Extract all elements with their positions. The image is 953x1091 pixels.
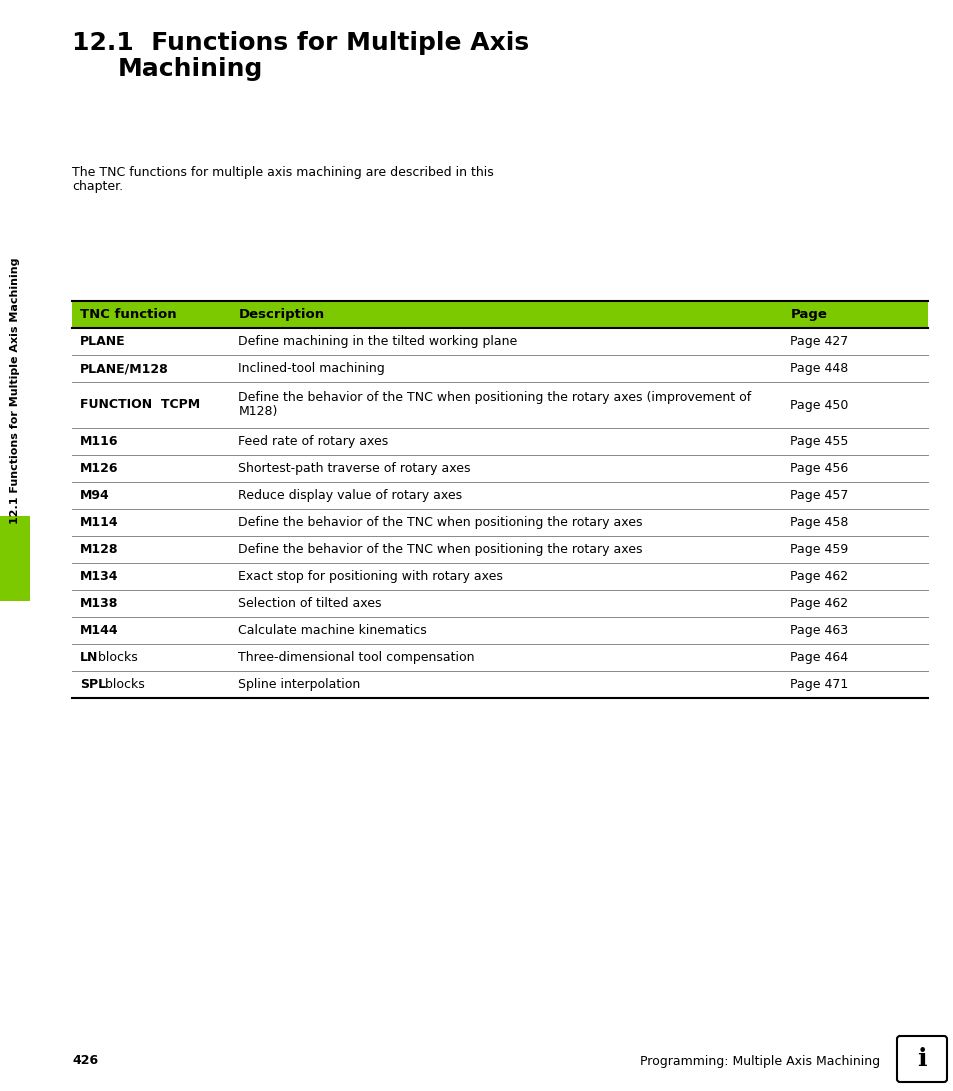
Text: 12.1 Functions for Multiple Axis Machining: 12.1 Functions for Multiple Axis Machini…: [10, 257, 20, 525]
Text: Page: Page: [790, 308, 826, 321]
Text: Inclined-tool machining: Inclined-tool machining: [238, 362, 385, 375]
Text: M126: M126: [80, 461, 118, 475]
Text: 426: 426: [71, 1055, 98, 1067]
Text: Page 458: Page 458: [790, 516, 848, 529]
Text: Page 455: Page 455: [790, 435, 848, 448]
Text: Page 456: Page 456: [790, 461, 848, 475]
Text: Reduce display value of rotary axes: Reduce display value of rotary axes: [238, 489, 462, 502]
Text: Define the behavior of the TNC when positioning the rotary axes: Define the behavior of the TNC when posi…: [238, 516, 642, 529]
Text: M144: M144: [80, 624, 118, 637]
Text: M128: M128: [80, 543, 118, 556]
Text: SPL: SPL: [80, 678, 106, 691]
Text: Programming: Multiple Axis Machining: Programming: Multiple Axis Machining: [639, 1055, 880, 1067]
Text: Exact stop for positioning with rotary axes: Exact stop for positioning with rotary a…: [238, 570, 503, 583]
Text: M94: M94: [80, 489, 110, 502]
Text: i: i: [916, 1047, 925, 1071]
Text: blocks: blocks: [101, 678, 145, 691]
Text: Page 463: Page 463: [790, 624, 848, 637]
Text: Page 459: Page 459: [790, 543, 848, 556]
Text: Calculate machine kinematics: Calculate machine kinematics: [238, 624, 427, 637]
Text: The TNC functions for multiple axis machining are described in this: The TNC functions for multiple axis mach…: [71, 166, 494, 179]
Text: TNC function: TNC function: [80, 308, 176, 321]
Text: Page 427: Page 427: [790, 335, 848, 348]
Text: Feed rate of rotary axes: Feed rate of rotary axes: [238, 435, 388, 448]
Text: M116: M116: [80, 435, 118, 448]
Bar: [0, 516, 30, 601]
Text: Page 464: Page 464: [790, 651, 848, 664]
Text: Page 471: Page 471: [790, 678, 848, 691]
Bar: [71, 301, 927, 328]
Text: Shortest-path traverse of rotary axes: Shortest-path traverse of rotary axes: [238, 461, 471, 475]
FancyBboxPatch shape: [896, 1036, 946, 1082]
Text: Page 462: Page 462: [790, 597, 848, 610]
Text: blocks: blocks: [94, 651, 137, 664]
Text: 12.1  Functions for Multiple Axis: 12.1 Functions for Multiple Axis: [71, 31, 529, 55]
Text: Machining: Machining: [118, 57, 263, 81]
Text: M128): M128): [238, 406, 277, 419]
Text: Define machining in the tilted working plane: Define machining in the tilted working p…: [238, 335, 517, 348]
Text: Page 448: Page 448: [790, 362, 848, 375]
Text: M114: M114: [80, 516, 118, 529]
Text: Description: Description: [238, 308, 324, 321]
Text: Define the behavior of the TNC when positioning the rotary axes (improvement of: Define the behavior of the TNC when posi…: [238, 392, 751, 405]
Text: PLANE/M128: PLANE/M128: [80, 362, 169, 375]
Text: M138: M138: [80, 597, 118, 610]
Text: Selection of tilted axes: Selection of tilted axes: [238, 597, 381, 610]
Text: Page 450: Page 450: [790, 398, 848, 411]
Text: Spline interpolation: Spline interpolation: [238, 678, 360, 691]
Text: Three-dimensional tool compensation: Three-dimensional tool compensation: [238, 651, 475, 664]
Text: chapter.: chapter.: [71, 180, 123, 193]
Text: FUNCTION  TCPM: FUNCTION TCPM: [80, 398, 200, 411]
Text: LN: LN: [80, 651, 98, 664]
Text: Define the behavior of the TNC when positioning the rotary axes: Define the behavior of the TNC when posi…: [238, 543, 642, 556]
Text: Page 462: Page 462: [790, 570, 848, 583]
Text: Page 457: Page 457: [790, 489, 848, 502]
Text: M134: M134: [80, 570, 118, 583]
Text: PLANE: PLANE: [80, 335, 126, 348]
